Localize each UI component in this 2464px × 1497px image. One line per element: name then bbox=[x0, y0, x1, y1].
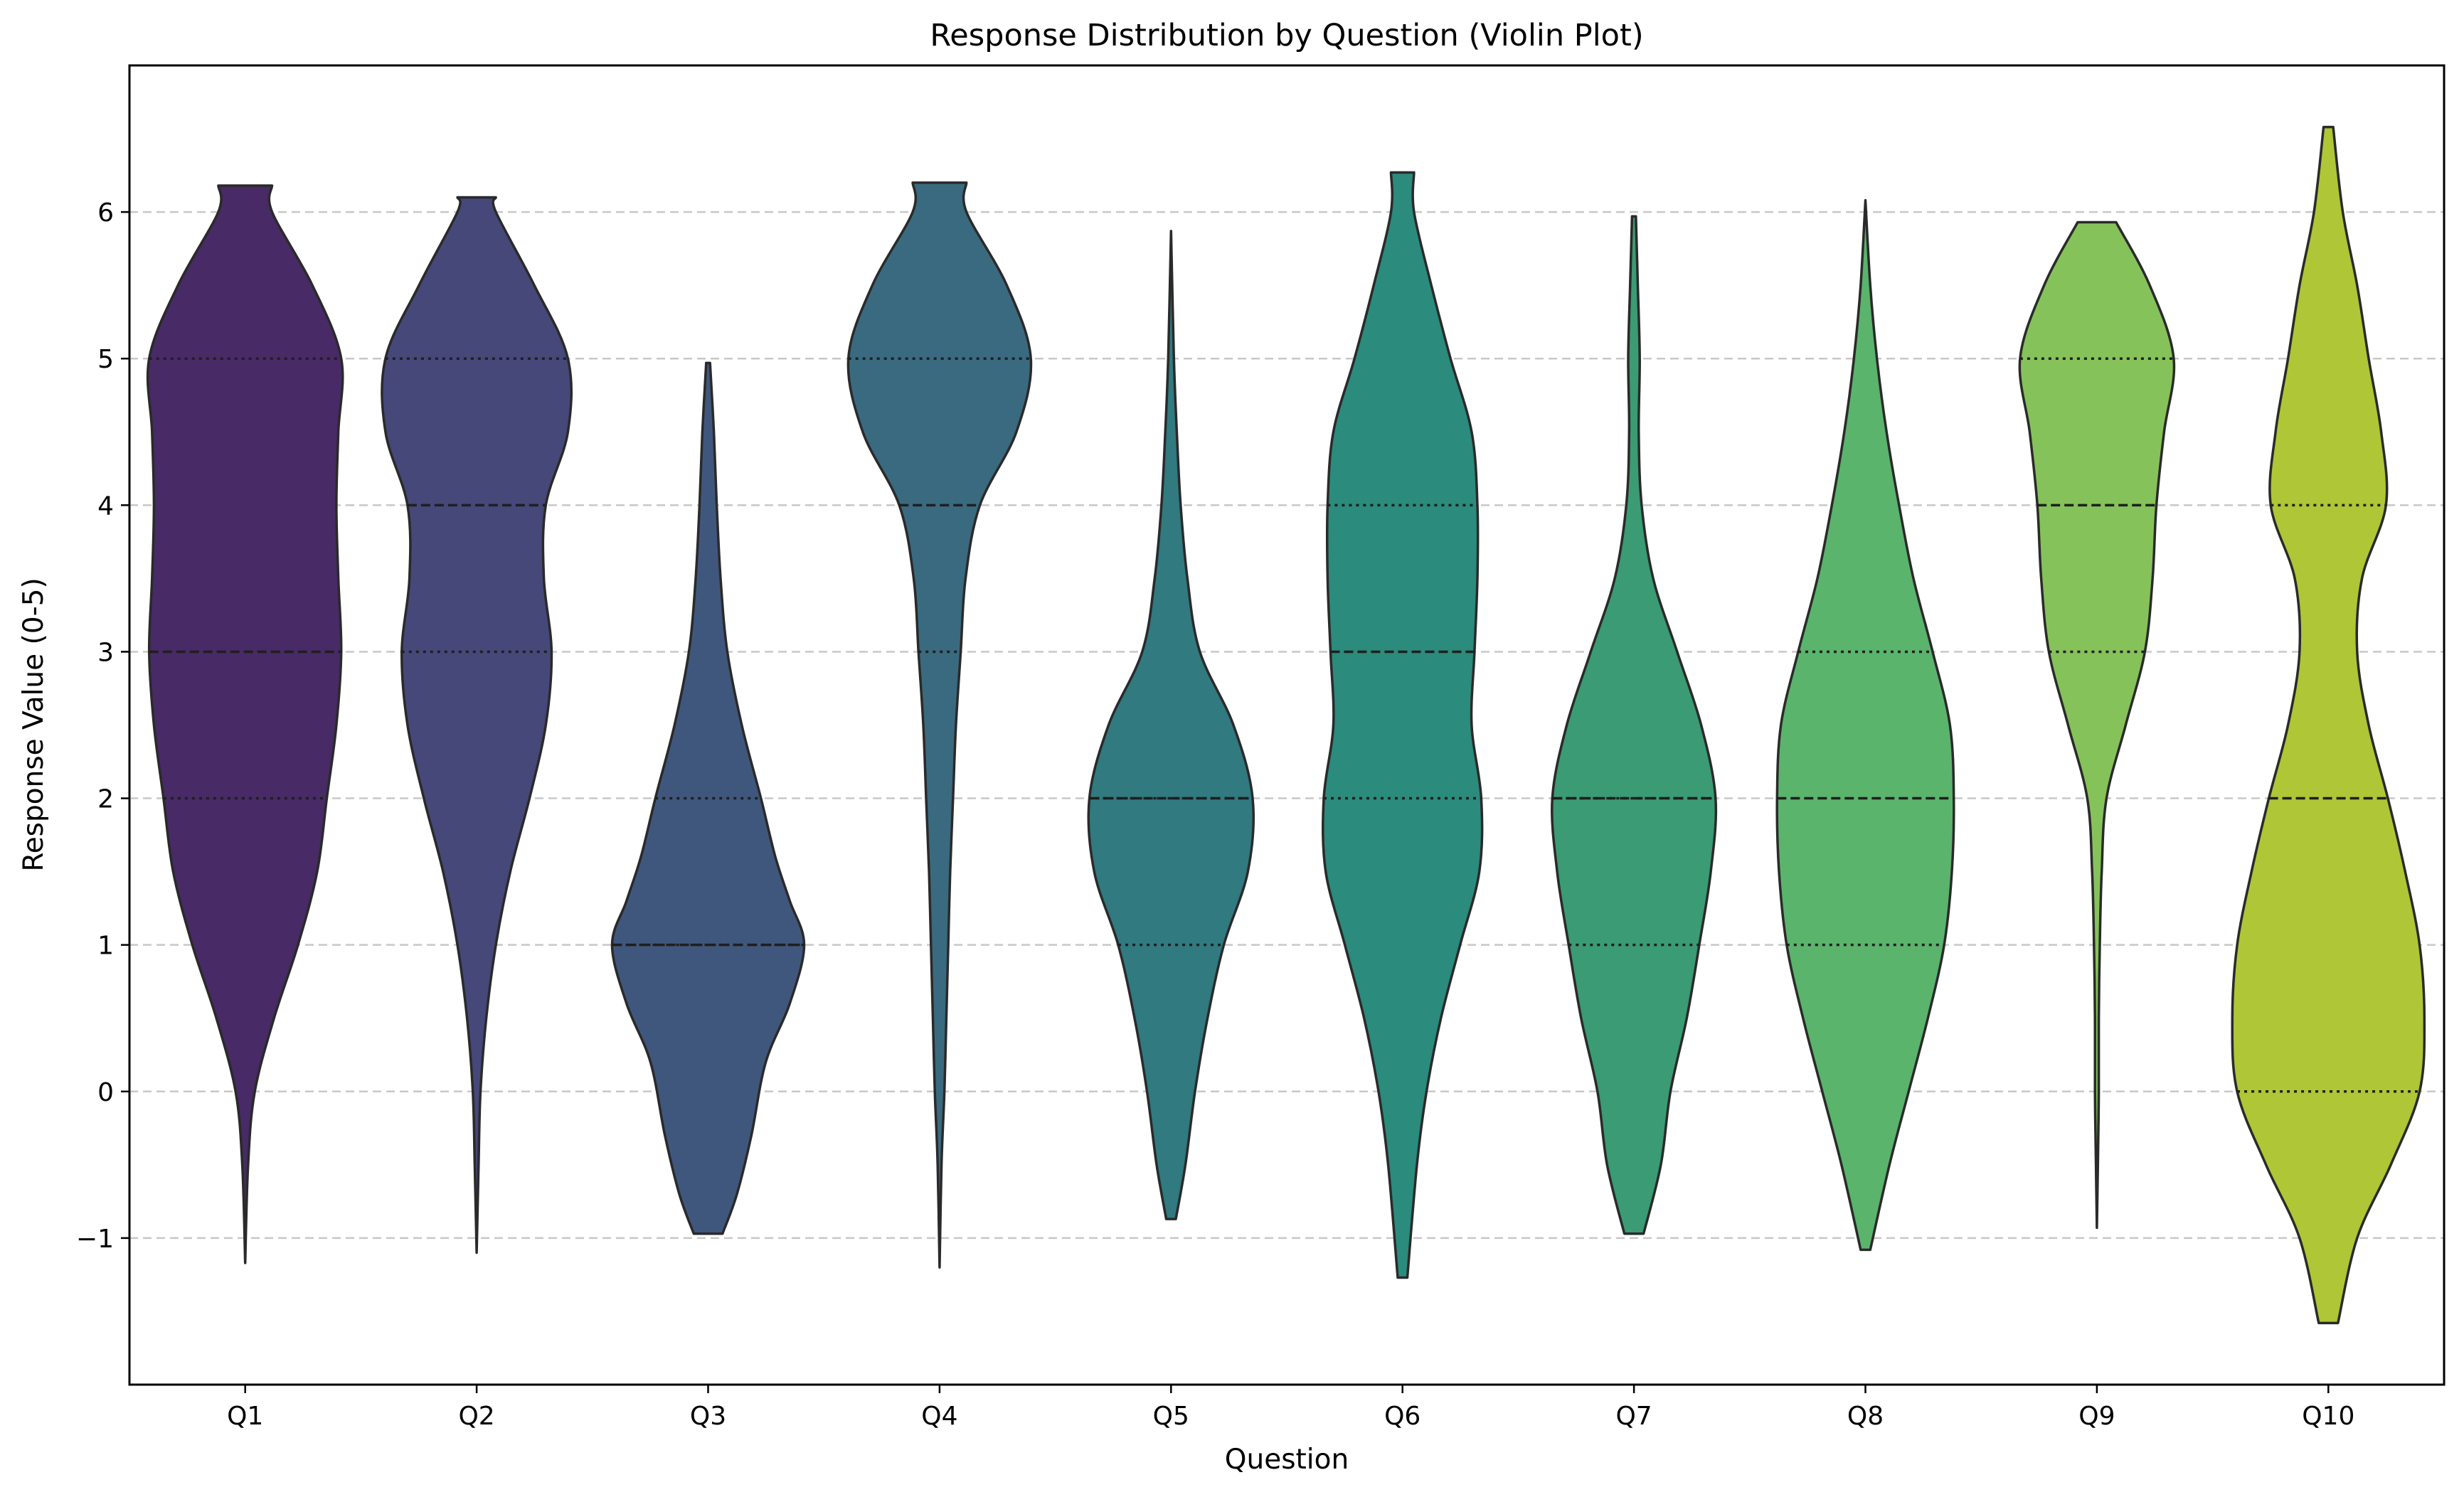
violin-layer bbox=[146, 125, 2426, 1325]
x-tick-label: Q2 bbox=[458, 1402, 494, 1431]
x-tick-label: Q5 bbox=[1153, 1402, 1189, 1431]
violin-q2 bbox=[381, 196, 573, 1254]
violin-q4 bbox=[846, 181, 1033, 1269]
y-tick-label: 3 bbox=[97, 638, 114, 667]
plot-frame bbox=[128, 64, 2446, 1386]
x-tick-label: Q1 bbox=[227, 1402, 263, 1431]
y-tick-label: 5 bbox=[97, 345, 114, 374]
y-axis-label: Response Value (0-5) bbox=[18, 577, 50, 871]
x-tick-label: Q4 bbox=[921, 1402, 957, 1431]
x-tick-label: Q9 bbox=[2078, 1402, 2115, 1431]
violin-q10 bbox=[2231, 125, 2426, 1325]
x-tick-label: Q3 bbox=[690, 1402, 726, 1431]
y-tick-label: 0 bbox=[97, 1078, 114, 1107]
violin-q9 bbox=[2018, 220, 2176, 1230]
violin-q1 bbox=[146, 184, 344, 1264]
violin-q5 bbox=[1087, 230, 1255, 1220]
y-tick-label: 6 bbox=[97, 198, 114, 228]
chart-title: Response Distribution by Question (Violi… bbox=[930, 18, 1643, 53]
x-tick-label: Q6 bbox=[1384, 1402, 1420, 1431]
violin-q3 bbox=[610, 361, 806, 1235]
violin-q8 bbox=[1775, 198, 1955, 1252]
y-tick-label: −1 bbox=[76, 1225, 114, 1254]
violin-q6 bbox=[1322, 171, 1484, 1279]
x-tick-label: Q10 bbox=[2302, 1402, 2354, 1431]
x-tick-label: Q8 bbox=[1847, 1402, 1884, 1431]
x-tick-label: Q7 bbox=[1615, 1402, 1652, 1431]
y-tick-label: 2 bbox=[97, 785, 114, 814]
y-tick-label: 1 bbox=[97, 932, 114, 961]
violin-q7 bbox=[1551, 215, 1718, 1235]
axis-layer: −1 0 1 2 3 4 5 6 Q1 Q2 Q3 Q4 Q5 Q6 Q7 Q8 Q9 Q10 bbox=[76, 198, 2354, 1431]
y-tick-label: 4 bbox=[97, 491, 114, 521]
x-axis-label: Question bbox=[1225, 1444, 1349, 1476]
